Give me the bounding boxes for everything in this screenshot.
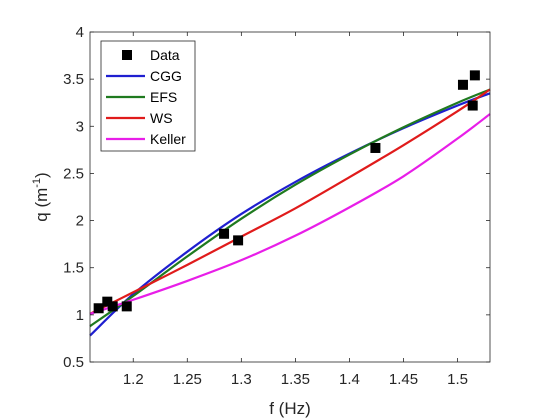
y-tick-label: 4 [76,24,84,41]
y-tick-label: 1 [76,307,84,324]
data-point [219,228,230,239]
y-tick-label: 1.5 [63,260,84,277]
series-line-cgg [89,92,491,337]
y-tick-label: 3 [76,118,84,135]
x-tick-label: 1.35 [281,371,310,388]
legend-label-efs: EFS [150,89,177,105]
y-tick-label: 3.5 [63,71,84,88]
y-axis-label-close: ) [32,172,51,178]
y-tick-label: 2 [76,213,84,230]
series-line-keller [89,113,491,315]
series-layer [89,88,491,337]
x-axis-label: f (Hz) [269,399,311,418]
data-point [469,70,480,81]
data-point [233,235,244,246]
ticks-layer: 1.2 1.25 1.3 1.35 1.4 1.45 1.5 0.5 1 1.5 2 2.5 3 3.5 4 [63,24,490,388]
y-axis-label-superscript: -1 [31,178,43,188]
data-point [457,79,468,90]
series-line-ws [89,88,491,315]
y-tick-label: 0.5 [63,354,84,371]
data-point [370,142,381,153]
data-point [107,301,118,312]
data-point [121,301,132,312]
x-tick-label: 1.3 [231,371,252,388]
x-tick-label: 1.4 [339,371,360,388]
data-point [93,303,104,314]
data-point [467,100,478,111]
plot-border [89,31,491,363]
y-tick-label: 2.5 [63,165,84,182]
legend-label-keller: Keller [150,131,186,147]
legend-label-ws: WS [150,110,173,126]
x-tick-label: 1.45 [389,371,418,388]
x-tick-label: 1.2 [123,371,144,388]
data-points-layer [93,70,480,314]
y-axis-label-main: q (m [32,188,51,222]
legend-label-cgg: CGG [150,68,182,84]
data-point [102,296,113,307]
x-tick-label: 1.5 [447,371,468,388]
y-axis-label: q (m-1) [31,172,51,221]
legend-marker-data [122,50,132,60]
legend-label-data: Data [150,47,180,63]
x-tick-label: 1.25 [173,371,202,388]
legend: Data CGG EFS WS Keller [100,40,196,152]
